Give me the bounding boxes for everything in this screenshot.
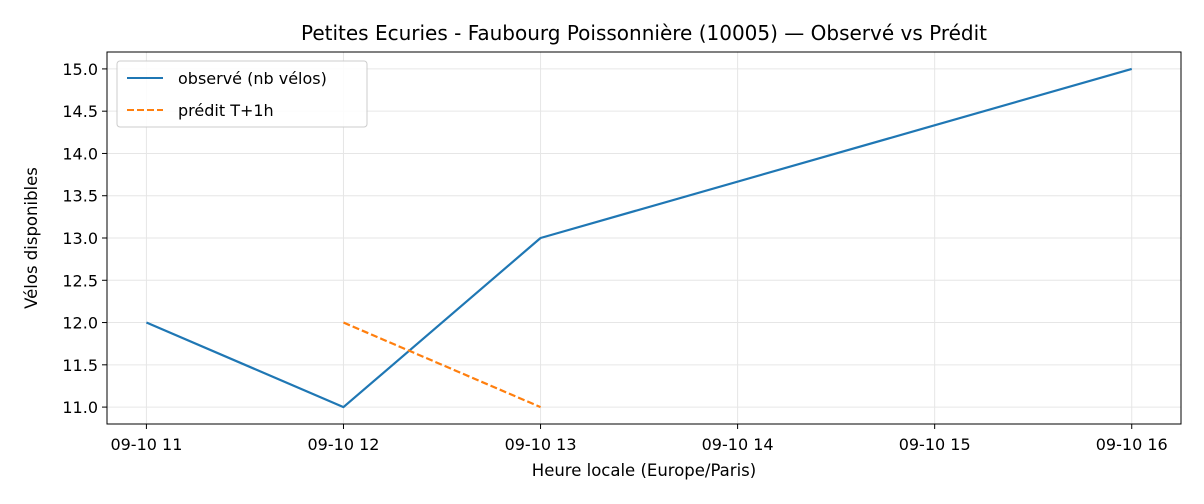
x-tick-label: 09-10 14	[702, 435, 774, 454]
x-tick-label: 09-10 15	[899, 435, 971, 454]
x-tick-label: 09-10 12	[308, 435, 380, 454]
legend: observé (nb vélos) prédit T+1h	[116, 60, 368, 128]
series-line-predicted	[343, 321, 541, 409]
x-tick-label: 09-10 13	[505, 435, 577, 454]
y-tick-label: 14.5	[62, 102, 98, 121]
axis-ticks: 09-10 11 09-10 12 09-10 13 09-10 14 09-10 15…	[62, 60, 1167, 454]
x-tick-label: 09-10 11	[110, 435, 182, 454]
series-line-observed	[145, 67, 1133, 409]
series-lines	[145, 67, 1133, 409]
y-tick-label: 11.5	[62, 356, 98, 375]
y-tick-label: 12.0	[62, 314, 98, 333]
y-tick-label: 15.0	[62, 60, 98, 79]
y-tick-label: 12.5	[62, 271, 98, 290]
y-tick-label: 11.0	[62, 398, 98, 417]
x-axis-label: Heure locale (Europe/Paris)	[532, 461, 756, 480]
legend-label-observed: observé (nb vélos)	[178, 69, 327, 88]
legend-label-predicted: prédit T+1h	[178, 101, 274, 120]
y-tick-label: 13.5	[62, 187, 98, 206]
x-tick-label: 09-10 16	[1096, 435, 1168, 454]
legend-box	[116, 60, 368, 128]
y-tick-label: 14.0	[62, 144, 98, 163]
chart-title: Petites Ecuries - Faubourg Poissonnière …	[301, 21, 987, 45]
y-tick-label: 13.0	[62, 229, 98, 248]
y-axis-label: Vélos disponibles	[22, 167, 41, 309]
